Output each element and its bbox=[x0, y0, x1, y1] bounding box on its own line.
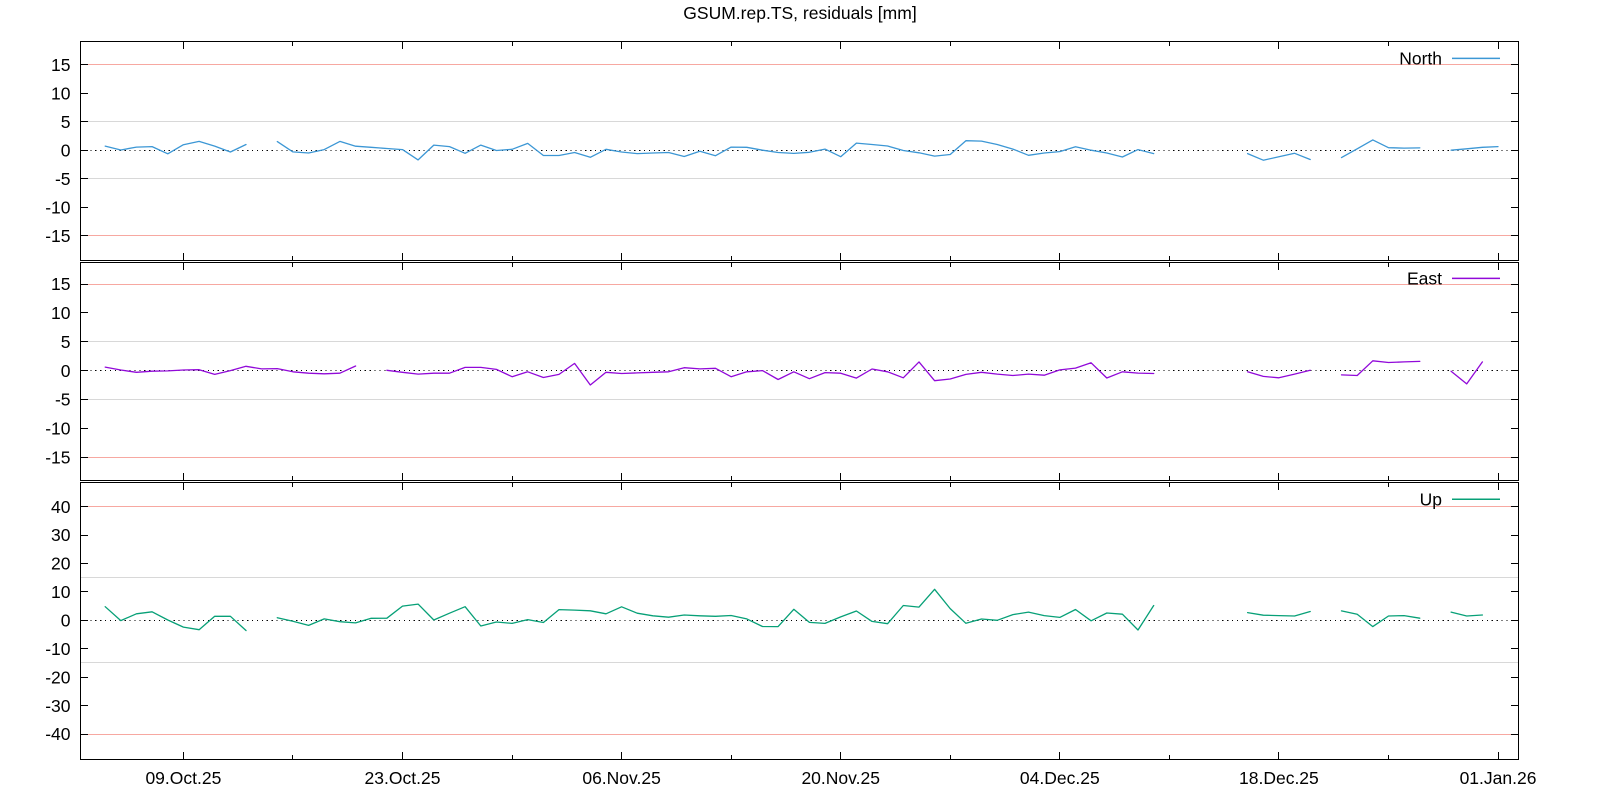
svg-text:06.Nov.25: 06.Nov.25 bbox=[582, 768, 660, 788]
svg-text:-10: -10 bbox=[45, 197, 71, 217]
svg-text:-5: -5 bbox=[55, 390, 71, 410]
svg-text:-20: -20 bbox=[45, 667, 71, 687]
svg-text:18.Dec.25: 18.Dec.25 bbox=[1239, 768, 1319, 788]
svg-text:-5: -5 bbox=[55, 169, 71, 189]
svg-text:-15: -15 bbox=[45, 447, 70, 467]
svg-text:North: North bbox=[1399, 49, 1442, 69]
svg-text:0: 0 bbox=[61, 140, 71, 160]
svg-text:20.Nov.25: 20.Nov.25 bbox=[801, 768, 879, 788]
svg-text:10: 10 bbox=[51, 303, 71, 323]
svg-text:Up: Up bbox=[1420, 490, 1442, 510]
svg-text:15: 15 bbox=[51, 274, 70, 294]
svg-text:10: 10 bbox=[51, 582, 71, 602]
svg-text:0: 0 bbox=[61, 361, 71, 381]
svg-text:5: 5 bbox=[61, 332, 71, 352]
svg-text:-15: -15 bbox=[45, 226, 70, 246]
svg-text:GSUM.rep.TS, residuals [mm]: GSUM.rep.TS, residuals [mm] bbox=[683, 3, 916, 23]
svg-text:09.Oct.25: 09.Oct.25 bbox=[145, 768, 221, 788]
svg-text:20: 20 bbox=[51, 554, 71, 574]
svg-text:-30: -30 bbox=[45, 696, 71, 716]
svg-text:15: 15 bbox=[51, 55, 70, 75]
svg-text:10: 10 bbox=[51, 83, 71, 103]
svg-text:40: 40 bbox=[51, 497, 71, 517]
svg-text:01.Jan.26: 01.Jan.26 bbox=[1460, 768, 1537, 788]
svg-text:04.Dec.25: 04.Dec.25 bbox=[1020, 768, 1100, 788]
svg-text:5: 5 bbox=[61, 112, 71, 132]
svg-text:23.Oct.25: 23.Oct.25 bbox=[365, 768, 441, 788]
svg-text:-10: -10 bbox=[45, 419, 71, 439]
svg-text:30: 30 bbox=[51, 525, 71, 545]
svg-text:0: 0 bbox=[61, 611, 71, 631]
svg-text:-10: -10 bbox=[45, 639, 71, 659]
svg-text:East: East bbox=[1407, 269, 1442, 289]
svg-text:-40: -40 bbox=[45, 724, 71, 744]
